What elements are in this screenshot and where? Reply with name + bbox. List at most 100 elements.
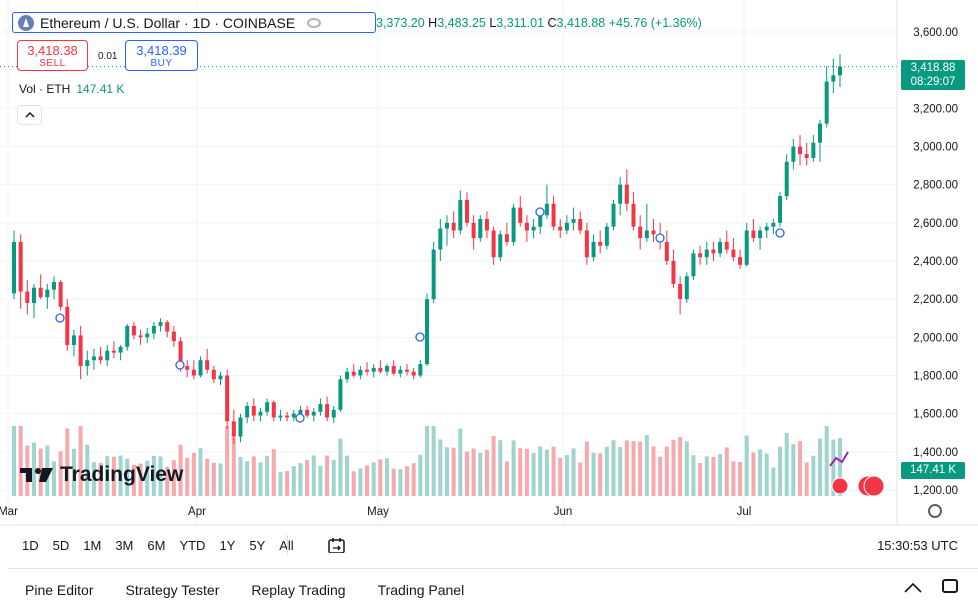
- range-5d-button[interactable]: 5D: [52, 537, 70, 553]
- candle-body: [198, 360, 203, 376]
- candle-body: [724, 241, 729, 250]
- candle-body: [425, 299, 429, 365]
- volume-bar: [165, 466, 170, 496]
- range-3m-button[interactable]: 3M: [115, 537, 134, 553]
- volume-bar: [238, 457, 243, 496]
- price-chart[interactable]: 3,600.003,400.003,200.003,000.002,800.00…: [0, 0, 978, 528]
- range-1m-button[interactable]: 1M: [83, 537, 102, 553]
- range-6m-button[interactable]: 6M: [147, 537, 166, 553]
- candle-body: [365, 369, 370, 372]
- candle-body: [458, 199, 463, 231]
- time-axis[interactable]: Mar Apr May Jun Jul: [0, 506, 751, 518]
- buy-button[interactable]: 3,418.39 BUY: [125, 40, 198, 71]
- time-tick-label: Jul: [737, 506, 752, 518]
- candle-body: [151, 325, 156, 334]
- volume-bar: [425, 426, 429, 496]
- collapse-legend-button[interactable]: [17, 105, 42, 125]
- maximize-panel-icon[interactable]: [942, 579, 958, 593]
- candle-body: [771, 222, 776, 227]
- volume-bar: [158, 456, 163, 496]
- eye-icon[interactable]: [307, 17, 322, 28]
- candle-body: [278, 415, 283, 418]
- volume-bar: [225, 426, 230, 496]
- range-1d-button[interactable]: 1D: [22, 537, 39, 553]
- range-5y-button[interactable]: 5Y: [249, 537, 266, 553]
- candle-body: [225, 375, 230, 422]
- candle-body: [431, 249, 436, 300]
- candle-body: [398, 369, 403, 374]
- flag-icons[interactable]: [829, 451, 885, 497]
- volume-bar: [458, 428, 463, 496]
- low-value: 3,311.01: [496, 16, 545, 30]
- volume-bar: [764, 453, 769, 496]
- volume-bar: [531, 453, 536, 496]
- volume-bar: [178, 444, 183, 496]
- candle-body: [831, 75, 836, 82]
- range-ytd-button[interactable]: YTD: [179, 537, 206, 553]
- candle-body: [238, 417, 243, 437]
- volume-bar: [218, 463, 223, 496]
- candle-body: [325, 404, 330, 418]
- event-marker: [295, 413, 305, 423]
- range-all-button[interactable]: All: [272, 538, 300, 553]
- candle-body: [138, 335, 143, 338]
- price-axis[interactable]: 3,600.003,400.003,200.003,000.002,800.00…: [913, 27, 958, 497]
- chevron-up-icon[interactable]: [904, 582, 922, 594]
- candle-body: [691, 253, 696, 277]
- range-1y-button[interactable]: 1Y: [219, 537, 236, 553]
- candle-body: [105, 350, 110, 361]
- volume-bar: [611, 440, 616, 496]
- candle-body: [764, 226, 769, 231]
- candle-body: [65, 306, 70, 345]
- candle-body: [31, 287, 36, 303]
- event-markers[interactable]: [55, 207, 785, 423]
- tab-replay-trading[interactable]: Replay Trading: [251, 581, 346, 598]
- utc-clock[interactable]: 15:30:53 UTC: [877, 538, 958, 553]
- volume-bar: [778, 446, 783, 496]
- candle-body: [544, 203, 549, 216]
- bottom-panel-tabs: Pine Editor Strategy Tester Replay Tradi…: [8, 568, 978, 610]
- candle-body: [205, 360, 210, 370]
- volume-bar: [544, 449, 549, 496]
- volume-bar: [365, 465, 370, 496]
- volume-legend[interactable]: Vol · ETH 147.41 K: [19, 82, 124, 96]
- candle-body: [598, 241, 603, 246]
- volume-bar: [131, 464, 136, 496]
- tab-trading-panel[interactable]: Trading Panel: [377, 581, 465, 598]
- symbol-legend[interactable]: Ethereum / U.S. Dollar · 1D · COINBASE: [12, 12, 376, 33]
- sell-button[interactable]: 3,418.38 SELL: [17, 40, 88, 71]
- candle-body: [291, 413, 296, 418]
- candle-body: [371, 367, 376, 372]
- volume-bar: [385, 458, 390, 496]
- symbol-title[interactable]: Ethereum / U.S. Dollar · 1D · COINBASE: [40, 14, 296, 31]
- volume-bar: [198, 448, 203, 496]
- volume-bar: [85, 444, 90, 496]
- candle-body: [318, 404, 323, 412]
- candle-body: [571, 219, 576, 223]
- volume-bar: [351, 471, 356, 496]
- candle-body: [538, 215, 543, 227]
- toolbar-separator: [287, 535, 288, 555]
- volume-bar: [118, 455, 123, 496]
- volume-bar: [644, 435, 649, 496]
- close-value: 3,418.88: [556, 16, 606, 30]
- candle-body: [504, 234, 509, 242]
- candle-body: [518, 207, 523, 223]
- candle-body: [698, 253, 703, 258]
- event-marker: [535, 207, 545, 217]
- settings-icon[interactable]: [928, 504, 942, 518]
- volume-price-tag: 147.41 K: [901, 462, 965, 479]
- ohlc-readout: 3,373.20 H3,483.25 L3,311.01 C3,418.88 +…: [376, 16, 702, 30]
- tab-strategy-tester[interactable]: Strategy Tester: [125, 581, 220, 598]
- volume-bar: [818, 438, 823, 496]
- volume-bar: [251, 456, 256, 496]
- candle-body: [165, 322, 170, 332]
- go-to-date-calendar-icon[interactable]: [327, 537, 345, 553]
- candle-body: [285, 415, 290, 418]
- change-value: +45.76 (+1.36%): [608, 16, 702, 30]
- volume-bar: [438, 439, 443, 496]
- volume-bar: [358, 468, 363, 496]
- candle-body: [631, 203, 636, 227]
- volume-bar: [511, 440, 516, 496]
- tab-pine-editor[interactable]: Pine Editor: [25, 581, 94, 598]
